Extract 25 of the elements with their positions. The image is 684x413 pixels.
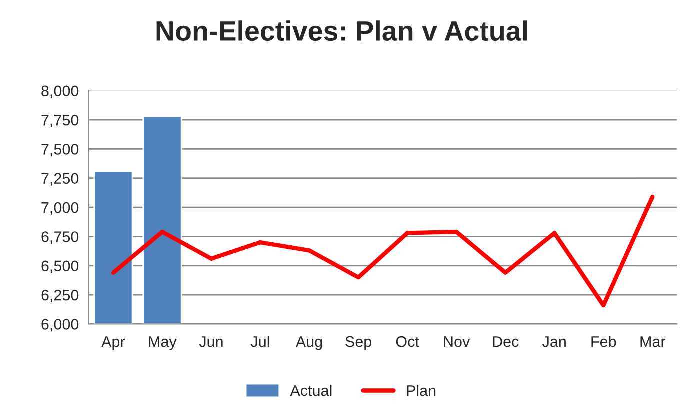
y-tick-label: 7,750 bbox=[42, 114, 79, 128]
y-tick-label: 7,000 bbox=[42, 202, 79, 216]
y-tick-label: 7,250 bbox=[42, 173, 79, 186]
x-tick-label: Jan bbox=[542, 336, 566, 348]
x-tick-label: Oct bbox=[396, 336, 420, 348]
y-tick-label: 6,250 bbox=[42, 290, 79, 303]
x-tick-label: Nov bbox=[444, 336, 470, 348]
legend-label: Plan bbox=[407, 385, 436, 396]
x-tick-label: Jun bbox=[199, 336, 223, 348]
x-tick-label: Mar bbox=[640, 336, 666, 348]
y-tick-label: 6,750 bbox=[42, 232, 79, 244]
chart-title: Non-Electives: Plan v Actual bbox=[156, 20, 528, 42]
x-tick-label: Feb bbox=[592, 336, 616, 348]
x-tick-label: Sep bbox=[346, 336, 372, 350]
y-tick-label: 7,500 bbox=[42, 144, 79, 157]
x-tick-label: Dec bbox=[493, 336, 519, 348]
x-tick-label: Aug bbox=[296, 336, 322, 350]
legend-label: Actual bbox=[290, 385, 332, 396]
x-tick-label: May bbox=[149, 336, 177, 350]
y-tick-label: 8,000 bbox=[42, 86, 79, 98]
x-tick-label: Apr bbox=[102, 336, 126, 350]
y-tick-label: 6,500 bbox=[42, 260, 79, 274]
x-tick-label: Jul bbox=[250, 336, 270, 348]
line-series bbox=[111, 194, 655, 308]
y-tick-label: 6,000 bbox=[42, 319, 79, 332]
